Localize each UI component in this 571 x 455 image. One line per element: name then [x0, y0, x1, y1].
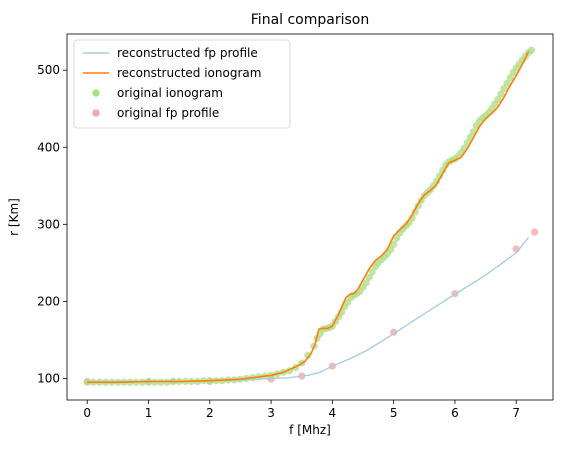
y-tick-label: 500 — [37, 63, 60, 77]
series-line — [87, 237, 528, 381]
legend: reconstructed fp profile reconstructed io… — [74, 40, 290, 128]
legend-swatch — [92, 109, 100, 117]
chart-title: Final comparison — [251, 12, 369, 28]
x-tick-label: 0 — [83, 406, 91, 420]
series-original-fp-profile — [84, 228, 539, 385]
x-tick-label: 1 — [145, 406, 153, 420]
x-tick-label: 6 — [451, 406, 459, 420]
y-tick-label: 200 — [37, 294, 60, 308]
legend-label: original ionogram — [117, 86, 223, 100]
legend-label: original fp profile — [117, 106, 219, 120]
y-tick-label: 400 — [37, 140, 60, 154]
x-axis-label: f [Mhz] — [289, 423, 331, 437]
legend-label: reconstructed fp profile — [117, 46, 258, 60]
legend-label: reconstructed ionogram — [117, 66, 261, 80]
y-tick-label: 300 — [37, 217, 60, 231]
x-tick-label: 7 — [512, 406, 520, 420]
data-point — [528, 47, 535, 54]
y-axis-label: r [Km] — [7, 198, 21, 236]
x-tick-label: 5 — [390, 406, 398, 420]
legend-swatch — [92, 89, 100, 97]
y-axis: 100 200 300 400 500 — [37, 63, 67, 385]
x-axis: 0 1 2 3 4 5 6 7 — [83, 400, 520, 420]
x-tick-label: 4 — [329, 406, 337, 420]
y-tick-label: 100 — [37, 371, 60, 385]
data-point — [531, 228, 538, 235]
x-tick-label: 2 — [206, 406, 214, 420]
x-tick-label: 3 — [267, 406, 275, 420]
series-reconstructed-fp-profile — [87, 237, 528, 381]
